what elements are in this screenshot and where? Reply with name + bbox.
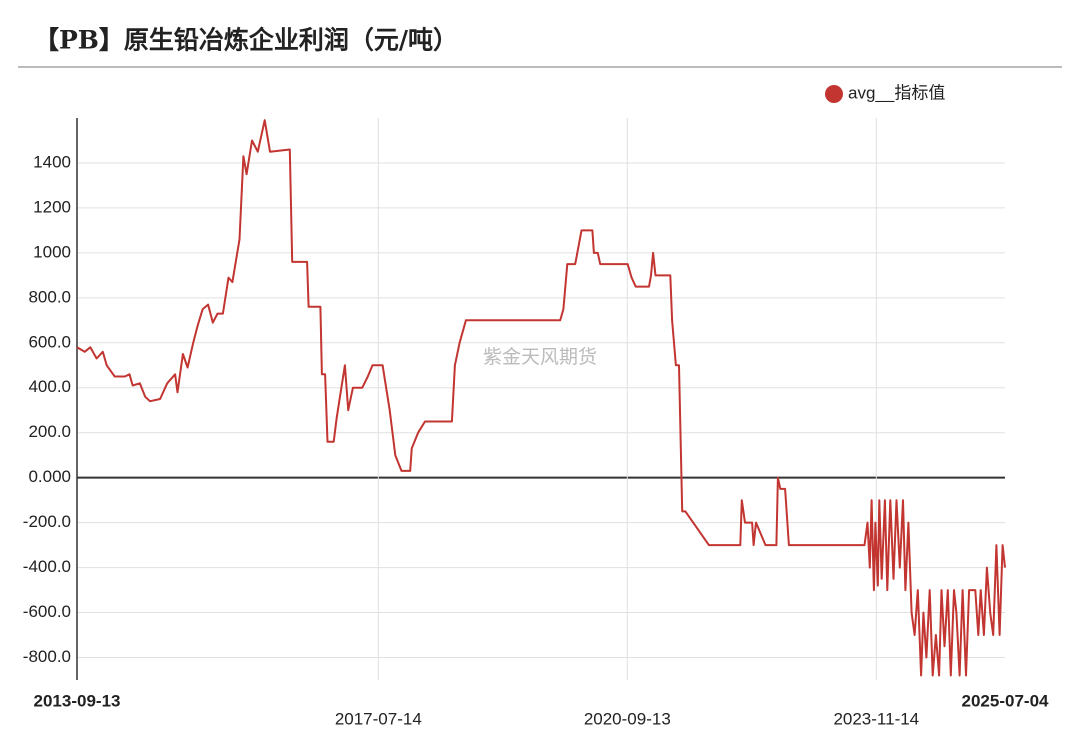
legend-label: avg__指标值 <box>848 83 945 102</box>
x-tick-label: 2025-07-04 <box>962 691 1050 710</box>
y-tick-label: 0.000 <box>28 467 71 486</box>
x-tick-label: 2017-07-14 <box>335 709 422 728</box>
chart-title: 【PB】原生铅冶炼企业利润（元/吨） <box>34 26 458 55</box>
x-tick-label: 2020-09-13 <box>584 709 671 728</box>
y-tick-label: -400.0 <box>23 557 71 576</box>
y-tick-label: -800.0 <box>23 647 71 666</box>
y-tick-label: -600.0 <box>23 602 71 621</box>
x-tick-label: 2023-11-14 <box>833 709 919 728</box>
y-tick-label: 200.0 <box>28 422 71 441</box>
line-series <box>76 119 1006 677</box>
x-tick-label: 2013-09-13 <box>34 691 121 710</box>
legend-marker <box>825 85 843 103</box>
y-tick-label: 1200 <box>33 197 71 216</box>
y-tick-label: 600.0 <box>28 332 71 351</box>
y-tick-label: -200.0 <box>23 512 71 531</box>
y-tick-label: 1400 <box>33 152 71 171</box>
watermark: 紫金天风期货 <box>483 346 597 368</box>
y-tick-label: 400.0 <box>28 377 71 396</box>
y-tick-label: 800.0 <box>28 287 71 306</box>
y-tick-label: 1000 <box>33 242 71 261</box>
